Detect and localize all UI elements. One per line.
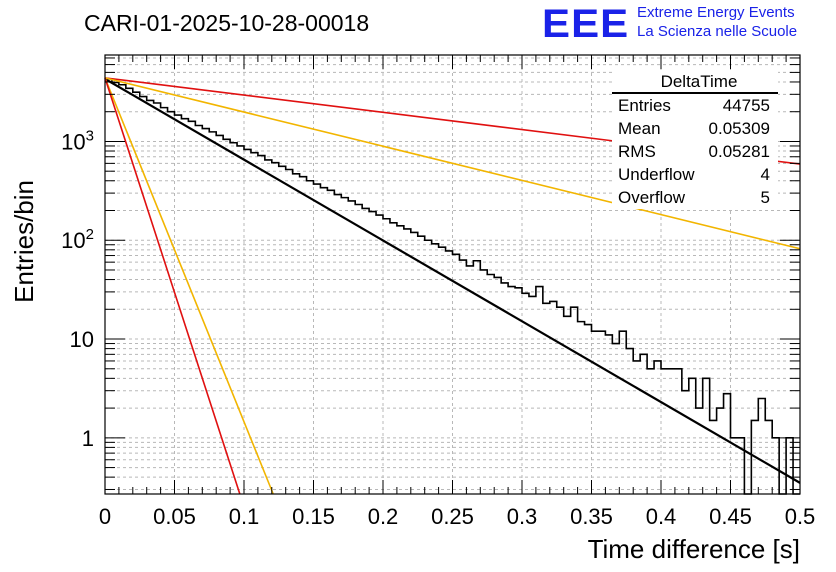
- x-tick-label: 0.3: [507, 504, 538, 529]
- y-tick-label: 103: [61, 127, 94, 154]
- stats-row-mean: Mean 0.05309: [612, 117, 778, 140]
- stats-value: 0.05281: [708, 142, 770, 161]
- stats-row-rms: RMS 0.05281: [612, 140, 778, 163]
- stats-value: 0.05309: [708, 119, 770, 138]
- stats-label: Overflow: [618, 188, 686, 207]
- x-tick-label: 0.05: [153, 504, 196, 529]
- x-tick-label: 0.1: [229, 504, 260, 529]
- fit-line-orange-slow: [104, 77, 801, 250]
- eee-logo: EEE: [542, 2, 630, 46]
- x-tick-label: 0.45: [709, 504, 752, 529]
- stats-label: Mean: [618, 119, 661, 138]
- logo-line-1: Extreme Energy Events: [637, 4, 795, 21]
- stats-value: 44755: [722, 96, 770, 115]
- fit-line-fit: [104, 77, 801, 484]
- y-tick-label: 102: [61, 226, 94, 253]
- tick-labels: 0 0.05 0.1 0.15 0.2 0.25 0.3 0.35 0.4 0.45 0.5 1 10 1…: [61, 127, 815, 529]
- histogram-outline: [105, 78, 800, 495]
- stats-row-overflow: Overflow 5: [612, 186, 778, 209]
- y-axis-label: Entries/bin: [9, 180, 39, 303]
- stats-value: 4: [760, 165, 770, 184]
- stats-row-underflow: Underflow 4: [612, 163, 778, 186]
- stats-title: DeltaTime: [612, 71, 778, 94]
- logo-line-2: La Scienza nelle Scuole: [637, 23, 798, 40]
- histogram: [105, 78, 800, 495]
- ticks: [104, 55, 801, 494]
- stats-label: Entries: [618, 96, 671, 115]
- x-axis-label: Time difference [s]: [588, 534, 800, 564]
- logo-caption: Extreme Energy Events La Scienza nelle S…: [637, 3, 797, 41]
- x-tick-label: 0.25: [431, 504, 474, 529]
- x-tick-label: 0.5: [785, 504, 816, 529]
- y-tick-label: 1: [82, 426, 94, 451]
- x-tick-label: 0.35: [570, 504, 613, 529]
- x-tick-label: 0.2: [368, 504, 399, 529]
- fit-line-orange-fast: [104, 77, 274, 495]
- stats-value: 5: [760, 188, 770, 207]
- page-title: CARI-01-2025-10-28-00018: [84, 10, 370, 36]
- x-tick-label: 0.4: [646, 504, 677, 529]
- fit-line-red-fast: [104, 77, 241, 495]
- x-tick-label: 0: [99, 504, 111, 529]
- stats-box: DeltaTime Entries 44755 Mean 0.05309 RMS…: [612, 71, 778, 209]
- y-tick-label: 10: [70, 327, 94, 352]
- stats-row-entries: Entries 44755: [612, 94, 778, 117]
- x-tick-label: 0.15: [292, 504, 335, 529]
- stats-label: Underflow: [618, 165, 695, 184]
- stats-label: RMS: [618, 142, 656, 161]
